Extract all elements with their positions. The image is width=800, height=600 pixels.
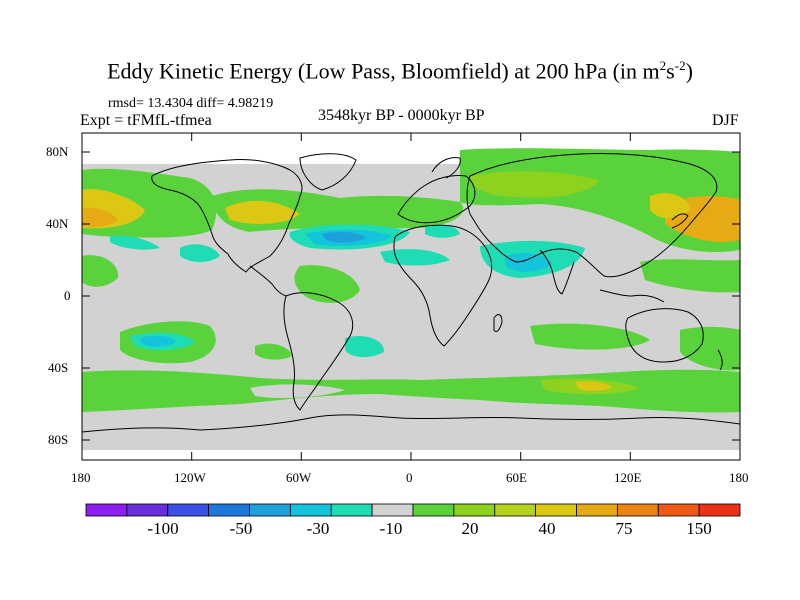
- season-label: DJF: [712, 112, 739, 129]
- coast-australia: [625, 308, 704, 363]
- colorbar: [85, 503, 741, 517]
- colorbar-box: [698, 503, 741, 517]
- colorbar-box: [535, 503, 577, 517]
- colorbar-label: -50: [229, 519, 253, 538]
- mid-blue-atlantic: [322, 231, 366, 243]
- mid-cyan-africa: [425, 224, 460, 238]
- coast-asia: [466, 152, 718, 278]
- colorbar-box: [494, 503, 537, 517]
- trop-lightblue-india: [505, 253, 552, 272]
- coast-africa: [393, 224, 493, 347]
- sh-band-gap: [250, 384, 345, 398]
- lon-label-180w: 180: [71, 470, 91, 485]
- colorbar-box: [616, 503, 659, 517]
- colorbar-box: [412, 503, 455, 517]
- coast-europe: [397, 175, 476, 224]
- coast-indonesia: [599, 289, 665, 303]
- coast-scandinavia: [431, 157, 461, 179]
- lat-label-80n: 80N: [46, 144, 69, 159]
- lon-label-180e: 180: [729, 470, 749, 485]
- sh-green-east: [680, 326, 740, 371]
- coast-antarctica: [81, 414, 741, 433]
- axis-ticks: [82, 133, 740, 460]
- sh-green-mid: [530, 323, 650, 350]
- lon-label-0: 0: [406, 470, 413, 485]
- lat-label-80s: 80S: [48, 432, 69, 447]
- plot-title: Eddy Kinetic Energy (Low Pass, Bloomfiel…: [107, 58, 693, 84]
- tropic-cyan-1: [180, 244, 220, 262]
- lon-label-60w: 60W: [286, 470, 312, 485]
- colorbar-box: [453, 503, 496, 517]
- coast-india: [539, 249, 575, 295]
- lat-label-40s: 40S: [48, 360, 69, 375]
- colorbar-label: 150: [686, 519, 712, 538]
- colorbar-label: -30: [306, 519, 330, 538]
- lat-label-40n: 40N: [46, 216, 69, 231]
- lon-label-120w: 120W: [174, 470, 206, 485]
- sh-band-yellow: [575, 381, 612, 391]
- colorbar-label: -10: [379, 519, 403, 538]
- nh-atlantic-yellow: [225, 200, 300, 224]
- sh-green-atl: [255, 343, 292, 360]
- sh-pacific-lightblue: [140, 335, 176, 347]
- colorbar-box: [208, 503, 250, 517]
- stats-text: rmsd= 13.4304 diff= 4.98219: [108, 96, 274, 111]
- lon-label-120e: 120E: [614, 470, 642, 485]
- coast-greenland: [299, 153, 357, 191]
- colorbar-label: 75: [615, 519, 633, 538]
- lon-label-60e: 60E: [506, 470, 527, 485]
- experiment-label: Expt = tFMfL-tfmea: [80, 112, 212, 129]
- coast-new-zealand: [717, 349, 723, 371]
- colorbar-box: [371, 503, 414, 517]
- sh-indian-cyan: [345, 335, 385, 358]
- colorbar-label: 20: [461, 519, 479, 538]
- colorbar-box: [330, 503, 373, 517]
- coast-south-america: [283, 292, 354, 411]
- colorbar-label: 40: [538, 519, 556, 538]
- colorbar-box: [167, 503, 210, 517]
- tropic-cyan-2: [110, 235, 160, 250]
- coast-north-america: [151, 159, 303, 273]
- tropic-green-west: [82, 255, 119, 287]
- colorbar-box: [126, 503, 169, 517]
- colorbar-box: [576, 503, 618, 517]
- tropic-green-pacific: [640, 259, 740, 293]
- coastlines: [81, 152, 741, 433]
- nh-eastasia-yellow: [650, 193, 690, 219]
- colorbar-box: [85, 503, 128, 517]
- colorbar-box: [289, 503, 332, 517]
- colorbar-box: [657, 503, 700, 517]
- nh-pacific-orange: [82, 207, 118, 228]
- period-label: 3548kyr BP - 0000kyr BP: [318, 107, 485, 124]
- colorbar-box: [249, 503, 291, 517]
- lat-label-0: 0: [64, 288, 71, 303]
- coast-japan: [671, 213, 689, 229]
- coast-central-america: [249, 265, 287, 297]
- colorbar-label: -100: [147, 519, 179, 538]
- coast-madagascar: [493, 314, 503, 333]
- nh-eurasia-lightgreen: [470, 171, 600, 198]
